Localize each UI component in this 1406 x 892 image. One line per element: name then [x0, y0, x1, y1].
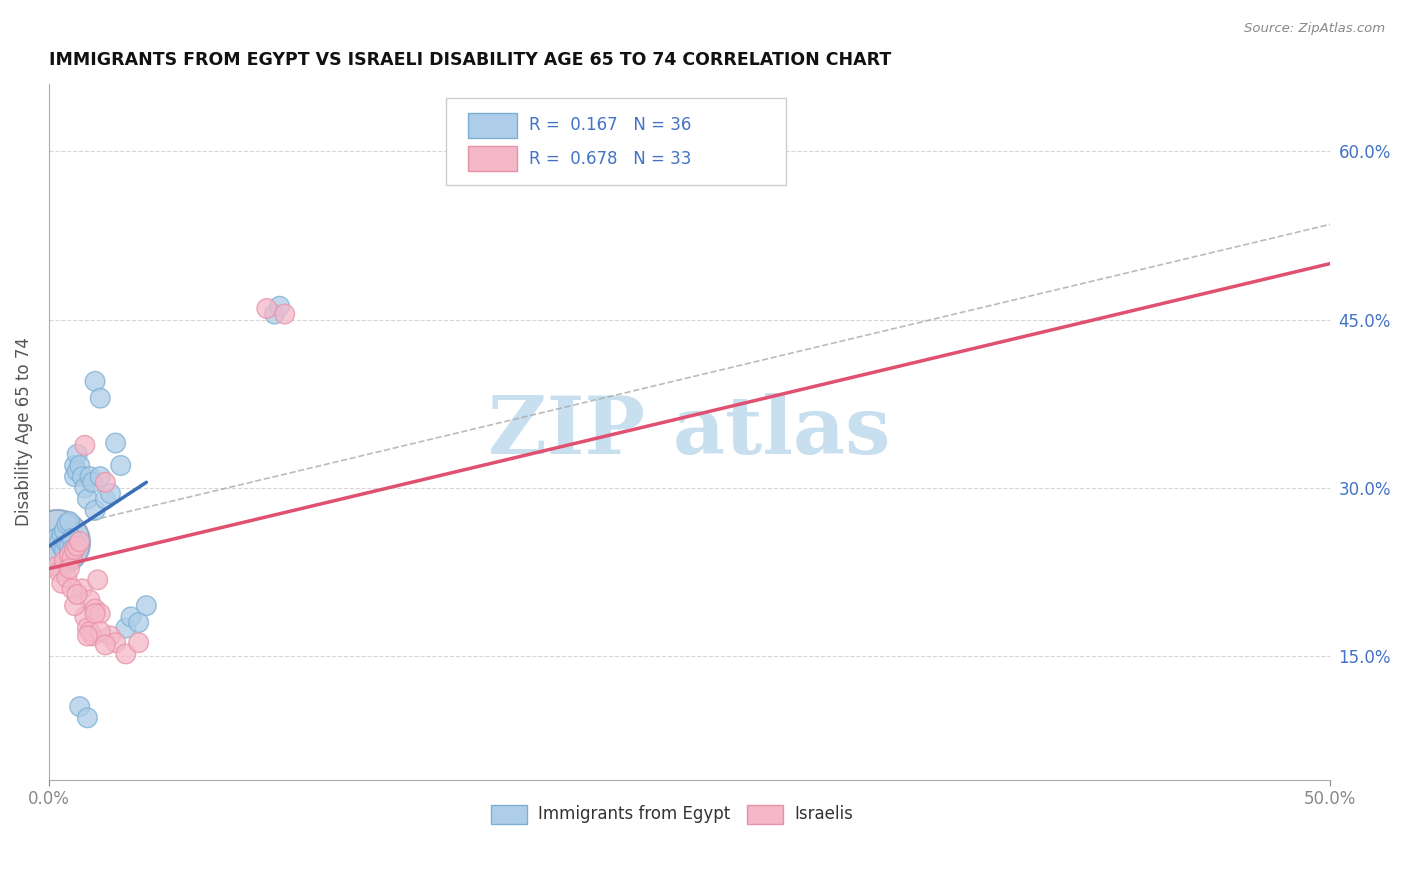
Point	[69, 699, 91, 714]
Point	[84, 602, 107, 616]
Point	[72, 582, 94, 596]
Point	[82, 629, 104, 643]
Point	[76, 629, 98, 643]
Point	[84, 607, 107, 621]
Point	[45, 559, 67, 574]
Text: Immigrants from Egypt: Immigrants from Egypt	[538, 805, 731, 823]
Point	[84, 375, 107, 389]
Point	[63, 599, 86, 613]
Text: R =  0.678   N = 33: R = 0.678 N = 33	[530, 150, 692, 168]
Point	[128, 635, 150, 649]
Point	[51, 528, 73, 542]
Point	[53, 542, 76, 557]
Point	[60, 582, 83, 596]
FancyBboxPatch shape	[747, 805, 783, 824]
Point	[79, 593, 101, 607]
Point	[48, 534, 70, 549]
Point	[110, 458, 132, 473]
Text: R =  0.167   N = 36: R = 0.167 N = 36	[530, 116, 692, 134]
Point	[82, 475, 104, 490]
Point	[56, 571, 79, 585]
FancyBboxPatch shape	[468, 112, 516, 137]
Point	[58, 539, 80, 553]
Point	[76, 711, 98, 725]
Point	[73, 481, 96, 495]
Point	[79, 469, 101, 483]
Point	[128, 615, 150, 630]
Point	[72, 469, 94, 483]
Point	[104, 635, 127, 649]
Point	[256, 301, 278, 316]
Point	[66, 447, 89, 461]
Point	[263, 307, 285, 321]
Point	[56, 537, 79, 551]
Y-axis label: Disability Age 65 to 74: Disability Age 65 to 74	[15, 337, 32, 526]
Point	[60, 550, 83, 565]
Point	[94, 638, 117, 652]
Point	[76, 492, 98, 507]
Point	[104, 436, 127, 450]
Text: Israelis: Israelis	[794, 805, 853, 823]
Point	[58, 562, 80, 576]
FancyBboxPatch shape	[446, 98, 786, 185]
Point	[58, 515, 80, 529]
Point	[84, 503, 107, 517]
Point	[73, 610, 96, 624]
Point	[69, 458, 91, 473]
Point	[58, 548, 80, 562]
Point	[69, 534, 91, 549]
Point	[79, 624, 101, 639]
Point	[100, 486, 122, 500]
Point	[89, 624, 111, 639]
Text: Source: ZipAtlas.com: Source: ZipAtlas.com	[1244, 22, 1385, 36]
FancyBboxPatch shape	[491, 805, 527, 824]
Point	[63, 542, 86, 557]
Point	[51, 539, 73, 553]
Point	[76, 621, 98, 635]
Point	[120, 610, 142, 624]
Point	[94, 492, 117, 507]
Point	[53, 524, 76, 538]
Point	[115, 621, 138, 635]
Text: IMMIGRANTS FROM EGYPT VS ISRAELI DISABILITY AGE 65 TO 74 CORRELATION CHART: IMMIGRANTS FROM EGYPT VS ISRAELI DISABIL…	[49, 51, 891, 69]
Point	[100, 629, 122, 643]
Point	[89, 607, 111, 621]
Point	[115, 647, 138, 661]
Point	[60, 542, 83, 557]
Point	[273, 307, 295, 321]
Point	[60, 532, 83, 546]
Point	[89, 391, 111, 405]
FancyBboxPatch shape	[468, 146, 516, 171]
Point	[63, 458, 86, 473]
Point	[63, 469, 86, 483]
Point	[48, 565, 70, 579]
Point	[51, 576, 73, 591]
Point	[94, 475, 117, 490]
Text: ZIP atlas: ZIP atlas	[488, 392, 891, 471]
Point	[73, 438, 96, 452]
Point	[135, 599, 157, 613]
Point	[56, 516, 79, 531]
Point	[269, 299, 291, 313]
Point	[66, 539, 89, 553]
Point	[66, 464, 89, 478]
Point	[53, 554, 76, 568]
Point	[45, 534, 67, 549]
Point	[89, 469, 111, 483]
Point	[66, 587, 89, 601]
Point	[45, 532, 67, 546]
Point	[86, 573, 108, 587]
